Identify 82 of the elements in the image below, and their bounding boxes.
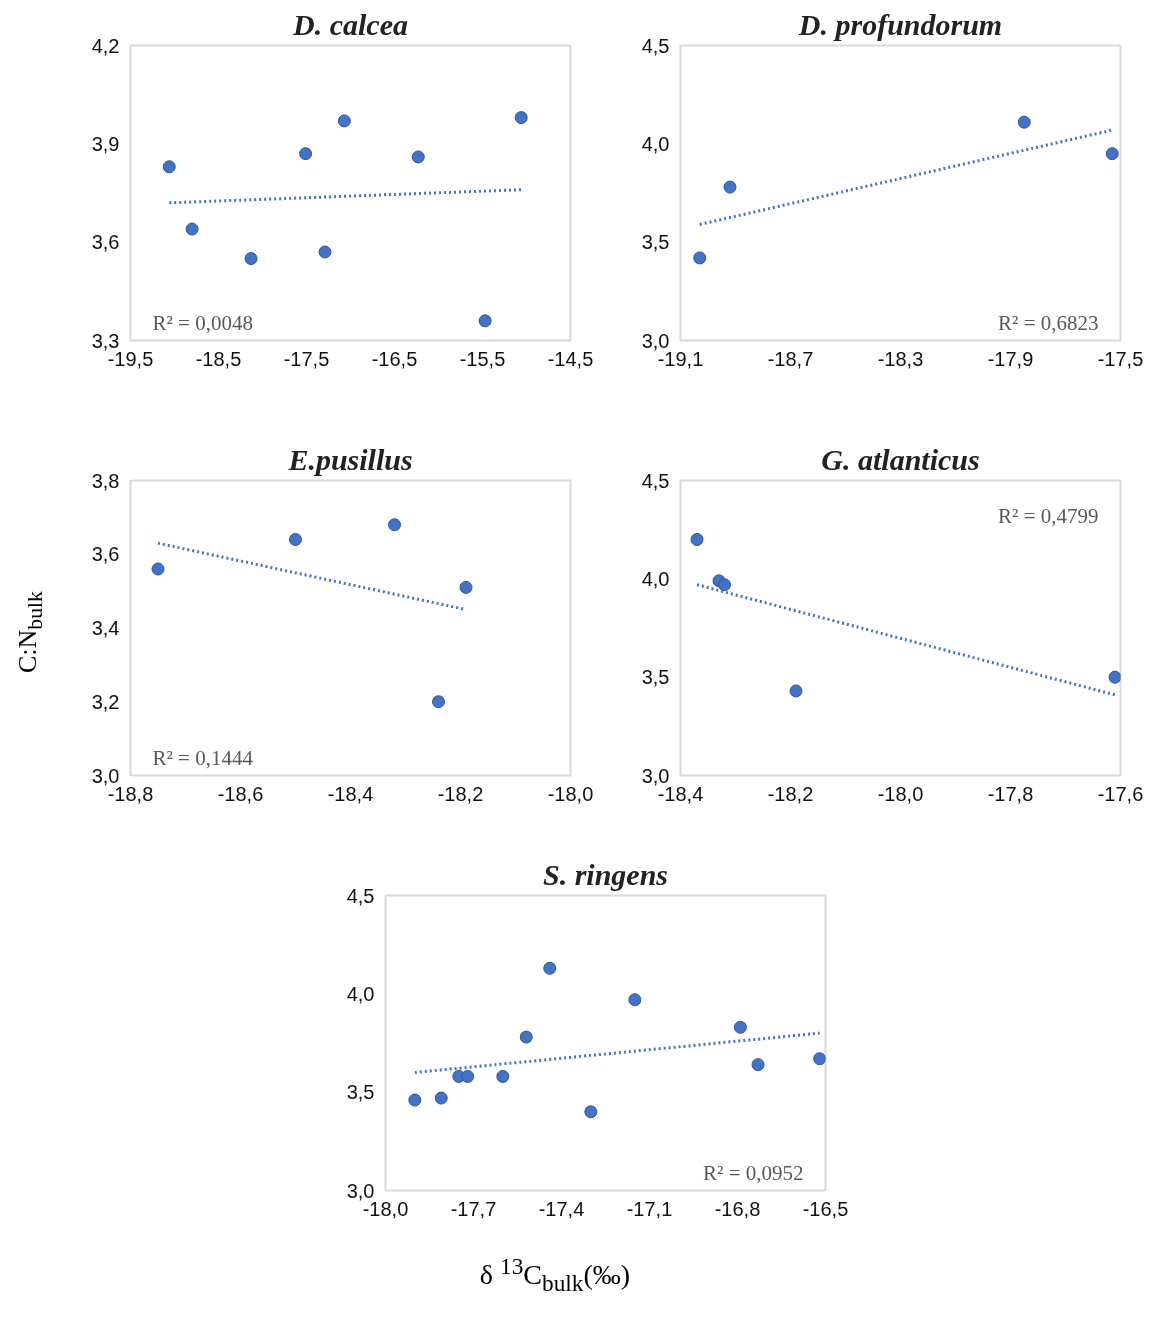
chart-title: S. ringens <box>542 857 669 891</box>
x-tick-label: -17,5 <box>1097 347 1144 370</box>
x-axis-title: δ $^{13}$C$_{bulk}$(‰) <box>478 1252 632 1298</box>
point <box>289 533 302 546</box>
point <box>733 1020 747 1034</box>
point <box>514 111 528 125</box>
point <box>1017 115 1031 129</box>
x-tick-label: -18,6 <box>217 782 264 805</box>
point <box>543 961 557 975</box>
x-tick-label: -16,5 <box>371 347 418 370</box>
point <box>244 252 258 266</box>
y-tick-label: 4,5 <box>641 34 670 57</box>
point <box>318 245 332 259</box>
y-tick-label: 3,5 <box>641 231 670 254</box>
point <box>718 578 731 592</box>
chart-title: D. calcea <box>292 7 408 41</box>
point <box>478 314 492 328</box>
annotation: R² = 0,0048 <box>152 311 253 335</box>
x-tick-label: -16,8 <box>714 1197 761 1220</box>
y-tick-label: 3,5 <box>641 666 670 689</box>
y-tick-label: 4,2 <box>91 34 120 57</box>
point <box>813 1052 826 1066</box>
point <box>185 222 199 236</box>
chart-title: G. atlanticus <box>821 442 980 476</box>
point <box>693 251 707 265</box>
annotation: R² = 0,0952 <box>703 1161 804 1185</box>
point <box>1105 147 1119 161</box>
x-tick-label: -17,1 <box>626 1197 673 1220</box>
x-tick-label: -18,7 <box>767 347 814 370</box>
y-tick-label: 4,0 <box>641 567 670 590</box>
point <box>151 562 165 576</box>
y-tick-label: 4,5 <box>641 469 670 492</box>
x-tick-label: -14,5 <box>547 347 594 370</box>
point <box>459 580 473 594</box>
x-tick-label: -18,0 <box>877 782 924 805</box>
annotation: R² = 0,1444 <box>152 746 254 770</box>
point <box>628 993 642 1007</box>
x-tick-label: -17,8 <box>987 782 1034 805</box>
point <box>723 180 737 194</box>
x-tick-label: -17,5 <box>283 347 330 370</box>
point <box>519 1030 533 1044</box>
x-tick-label: -18,2 <box>437 782 484 805</box>
x-tick-label: -18,4 <box>327 782 374 805</box>
point <box>1108 670 1121 684</box>
chart-title: D. profundorum <box>797 7 1003 41</box>
point <box>162 160 176 174</box>
x-tick-label: -18,0 <box>547 782 594 805</box>
y-tick-label: 3,2 <box>91 690 120 713</box>
x-tick-label: -18,2 <box>767 782 814 805</box>
y-tick-label: 3,6 <box>91 231 120 254</box>
x-tick-label: -15,5 <box>459 347 506 370</box>
x-tick-label: -17,7 <box>450 1197 497 1220</box>
point <box>432 695 445 709</box>
x-tick-label: -17,4 <box>538 1197 585 1220</box>
x-tick-label: -16,5 <box>802 1197 849 1220</box>
point <box>690 533 704 546</box>
point <box>751 1058 765 1072</box>
y-tick-label: 4,0 <box>346 982 375 1005</box>
point <box>411 150 425 164</box>
point <box>337 114 351 128</box>
x-tick-label: -18,3 <box>877 347 924 370</box>
point <box>496 1069 510 1083</box>
chart-title: E.pusillus <box>287 442 413 476</box>
y-tick-label: 3,8 <box>91 469 120 492</box>
point <box>388 518 401 532</box>
y-tick-label: 4,5 <box>346 884 375 907</box>
y-tick-label: 3,9 <box>91 132 120 155</box>
point <box>584 1105 598 1119</box>
y-tick-label: 3,6 <box>91 543 120 566</box>
y-tick-label: 4,0 <box>641 132 670 155</box>
x-tick-label: -18,5 <box>195 347 242 370</box>
x-tick-label: -17,9 <box>987 347 1034 370</box>
x-tick-label: -17,6 <box>1097 782 1144 805</box>
point <box>408 1093 422 1107</box>
point <box>789 684 803 698</box>
y-tick-label: 3,5 <box>346 1081 375 1104</box>
point <box>299 147 313 161</box>
point <box>434 1091 448 1105</box>
point <box>461 1069 475 1083</box>
annotation: R² = 0,6823 <box>998 311 1099 335</box>
y-tick-label: 3,4 <box>91 617 120 639</box>
annotation: R² = 0,4799 <box>998 504 1099 529</box>
